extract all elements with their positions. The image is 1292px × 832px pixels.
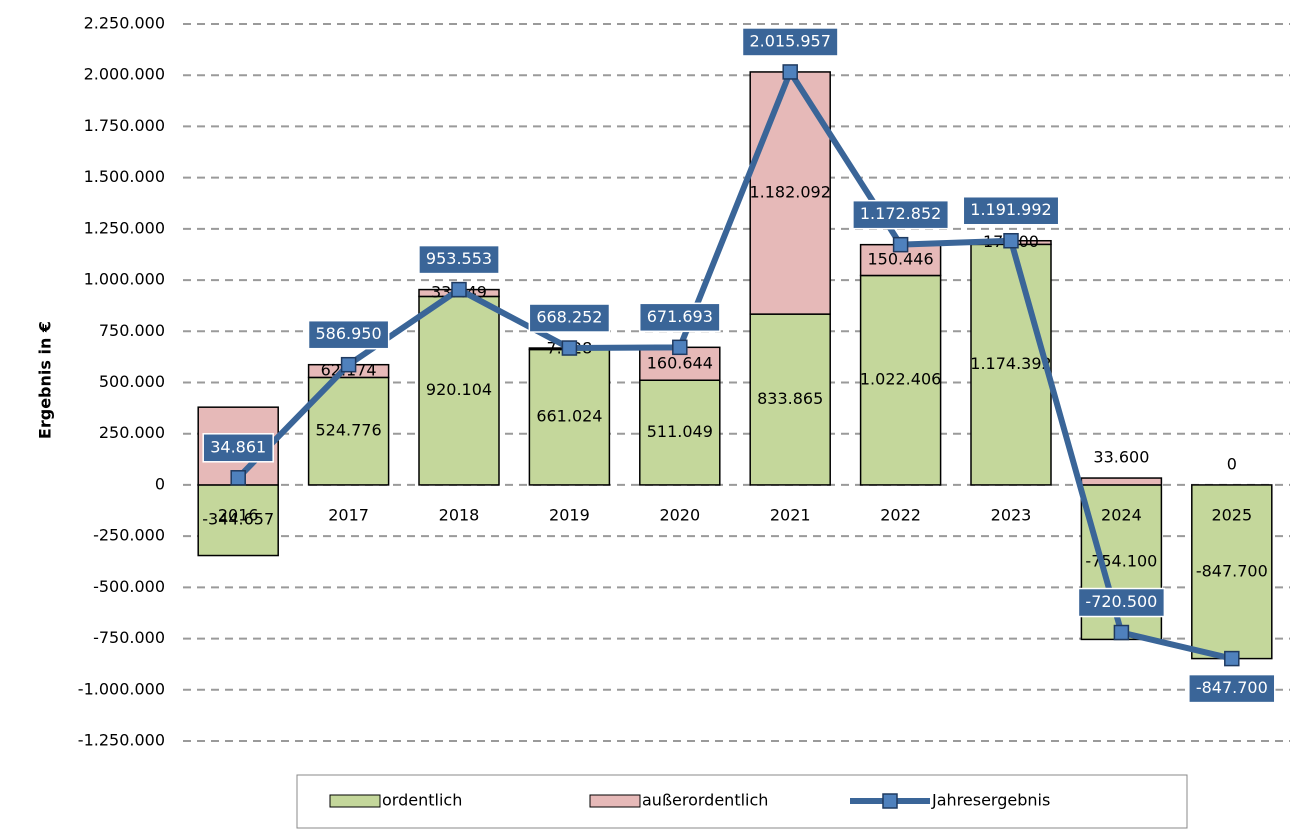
line-label-box xyxy=(741,27,839,57)
line-marker xyxy=(782,64,798,80)
x-tick-label: 2018 xyxy=(439,505,480,524)
bar-value-label: 1.182.092 xyxy=(749,183,830,202)
bar-value-label: -847.700 xyxy=(1196,561,1268,580)
line-value-label: 34.861 xyxy=(210,437,266,456)
bar-value-label: 150.446 xyxy=(868,250,934,269)
line-value-label: -847.700 xyxy=(1196,678,1268,697)
bar-value-label: 0 xyxy=(1227,454,1237,473)
line-label-box xyxy=(962,195,1060,226)
line-label-box xyxy=(638,302,721,333)
y-tick-label: -500.000 xyxy=(93,577,165,596)
y-tick-label: 2.250.000 xyxy=(84,14,165,33)
x-tick-label: 2025 xyxy=(1211,505,1252,524)
y-tick-label: 2.000.000 xyxy=(84,65,165,84)
y-tick-label: 0 xyxy=(155,474,165,493)
y-tick-label: -750.000 xyxy=(93,628,165,647)
bar xyxy=(859,274,942,486)
line-label-box xyxy=(202,433,274,463)
bar-value-label: 1.174.392 xyxy=(970,354,1051,373)
line-label-box xyxy=(1077,587,1166,618)
legend-label: außerordentlich xyxy=(642,791,768,810)
legend-swatch xyxy=(329,794,381,808)
line-value-label: 1.191.992 xyxy=(970,200,1051,219)
y-tick-label: 750.000 xyxy=(99,321,165,340)
line-marker xyxy=(561,340,578,356)
line-marker xyxy=(340,356,357,373)
line-marker xyxy=(1113,624,1130,641)
legend-box xyxy=(296,774,1188,829)
line-label-box xyxy=(852,199,950,230)
bar xyxy=(197,484,279,557)
line-value-label: 586.950 xyxy=(316,324,382,343)
y-axis-title: Ergebnis in € xyxy=(36,321,55,439)
x-tick-label: 2020 xyxy=(659,505,700,524)
bar-value-label: 920.104 xyxy=(426,380,492,399)
bar-value-label: 511.049 xyxy=(647,422,713,441)
x-tick-label: 2019 xyxy=(549,505,590,524)
y-tick-label: 1.000.000 xyxy=(84,270,165,289)
line-marker xyxy=(451,281,467,298)
line-marker xyxy=(230,470,246,486)
line-label-box xyxy=(307,319,390,350)
line-value-label: 671.693 xyxy=(647,307,713,326)
x-tick-label: 2016 xyxy=(218,505,259,524)
y-tick-label: -1.250.000 xyxy=(78,731,165,750)
y-tick-label: -250.000 xyxy=(93,526,165,545)
bar-value-label: 160.644 xyxy=(647,353,713,372)
line-value-label: 668.252 xyxy=(536,308,602,327)
line xyxy=(236,68,1233,662)
line-marker xyxy=(892,236,909,253)
bar-value-label: -344.657 xyxy=(202,510,274,529)
line-value-label: 2.015.957 xyxy=(749,31,830,50)
y-tick-label: 250.000 xyxy=(99,423,165,442)
line-marker xyxy=(672,339,688,356)
line-value-label: 1.172.852 xyxy=(860,204,941,223)
bar xyxy=(749,313,831,486)
line-label-box xyxy=(418,244,500,275)
bar-value-label: 1.022.406 xyxy=(860,370,941,389)
legend-label: Jahresergebnis xyxy=(931,791,1050,810)
bar xyxy=(970,243,1052,486)
bar-value-label: -754.100 xyxy=(1085,552,1157,571)
line-label-box xyxy=(1188,673,1276,704)
bar xyxy=(418,295,500,486)
line-value-label: -720.500 xyxy=(1085,592,1157,611)
y-tick-label: -1.000.000 xyxy=(78,679,165,698)
bar xyxy=(1191,484,1273,660)
bar-value-label: 833.865 xyxy=(757,389,823,408)
y-tick-label: 1.500.000 xyxy=(84,167,165,186)
line-value-label: 953.553 xyxy=(426,249,492,268)
bar xyxy=(1080,477,1163,486)
line-marker xyxy=(1003,232,1019,249)
x-tick-label: 2017 xyxy=(328,505,369,524)
legend-label: ordentlich xyxy=(382,791,462,810)
x-tick-label: 2021 xyxy=(770,505,811,524)
line-marker xyxy=(1224,650,1240,667)
bar xyxy=(639,379,721,486)
legend-marker xyxy=(882,793,898,809)
bar-value-label: 524.776 xyxy=(316,421,382,440)
y-tick-label: 500.000 xyxy=(99,372,165,391)
legend-swatch xyxy=(589,794,641,808)
bar-value-label: 661.024 xyxy=(536,407,602,426)
line-label-box xyxy=(528,303,611,333)
bar xyxy=(528,348,611,486)
y-tick-label: 1.750.000 xyxy=(84,116,165,135)
x-tick-label: 2023 xyxy=(991,505,1032,524)
x-tick-label: 2024 xyxy=(1101,505,1142,524)
bar-value-label: 33.600 xyxy=(1093,448,1149,467)
y-tick-label: 1.250.000 xyxy=(84,218,165,237)
x-tick-label: 2022 xyxy=(880,505,921,524)
